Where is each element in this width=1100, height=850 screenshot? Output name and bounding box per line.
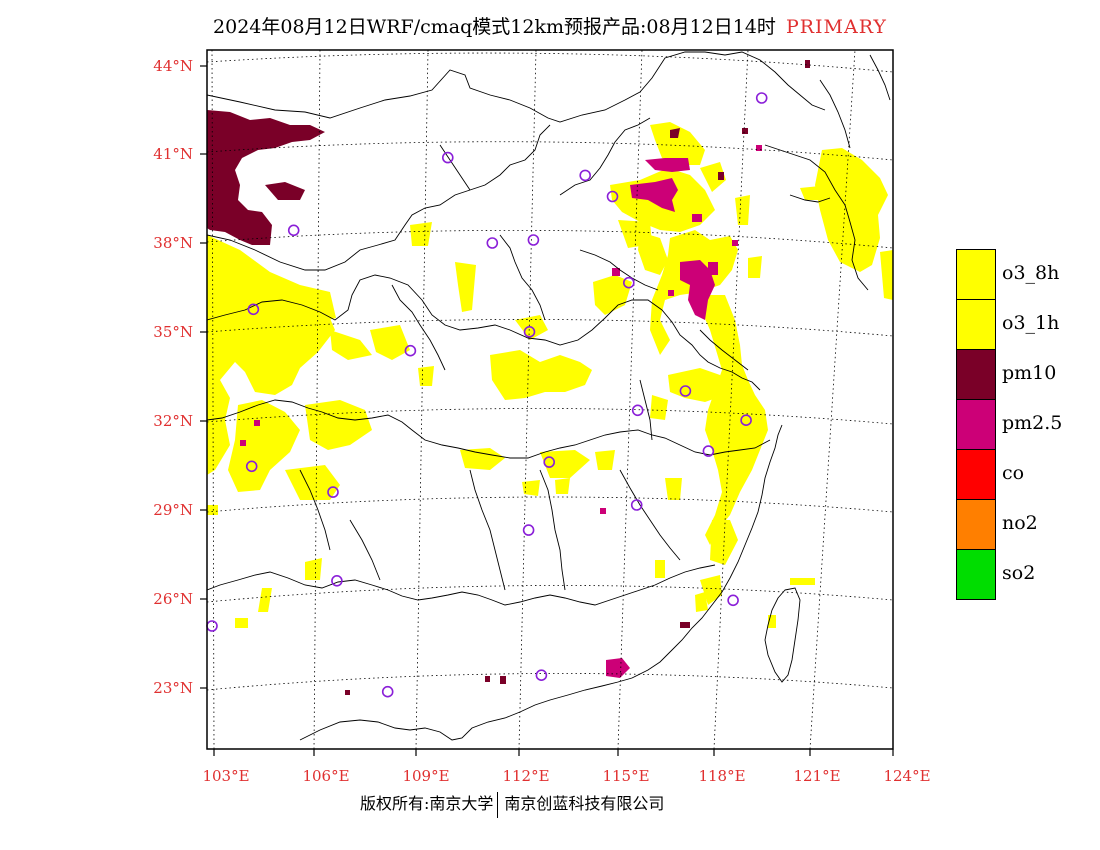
legend-swatch: [956, 249, 996, 300]
lat-label: 44°N: [153, 57, 193, 75]
station-marker: [702, 445, 715, 457]
station-marker: [486, 237, 499, 249]
station-marker: [287, 224, 300, 237]
legend-label: pm10: [1002, 362, 1057, 384]
lon-label: 103°E: [202, 767, 249, 785]
lat-labels: 44°N 41°N 38°N 35°N 32°N 29°N 26°N 23°N: [153, 57, 193, 697]
station-marker: [523, 325, 536, 338]
lon-ticks: [213, 749, 894, 756]
station-marker: [622, 276, 635, 289]
legend-label: pm2.5: [1002, 412, 1063, 434]
legend-swatch: [956, 399, 996, 450]
station-marker: [631, 404, 644, 417]
station-marker: [543, 456, 556, 468]
pm10-area: [207, 60, 810, 695]
legend-item-co: co: [956, 449, 1096, 500]
station-marker: [327, 486, 339, 498]
lat-ticks: [200, 65, 207, 689]
station-marker: [331, 574, 343, 587]
lat-label: 38°N: [153, 234, 193, 252]
copyright: 版权所有:南京大学 南京创蓝科技有限公司: [360, 790, 664, 818]
o3-area: [207, 122, 893, 628]
legend-item-pm25: pm2.5: [956, 399, 1096, 450]
station-marker: [381, 685, 394, 698]
graticule: [207, 50, 893, 749]
pollution-layer: [207, 60, 893, 695]
legend-swatch: [956, 549, 996, 600]
lat-label: 41°N: [153, 145, 193, 163]
map-title: 2024年08月12日WRF/cmaq模式12km预报产品:08月12日14时 P…: [0, 12, 1100, 39]
lat-label: 26°N: [153, 590, 193, 608]
station-marker: [630, 499, 643, 511]
legend-item-so2: so2: [956, 549, 1096, 600]
boundary-lines: [207, 51, 891, 741]
legend-label: no2: [1002, 512, 1038, 534]
legend-item-o3-1h: o3_1h: [956, 299, 1096, 350]
station-marker: [579, 169, 592, 182]
copyright-right: 南京创蓝科技有限公司: [504, 794, 665, 813]
legend-label: o3_1h: [1002, 312, 1060, 334]
station-marker: [679, 385, 692, 397]
title-tag: PRIMARY: [785, 16, 887, 38]
station-marker: [527, 234, 540, 246]
station-marker: [606, 190, 619, 203]
copyright-divider: [497, 791, 499, 818]
station-marker: [206, 620, 218, 632]
legend-item-pm10: pm10: [956, 349, 1096, 400]
legend-item-no2: no2: [956, 499, 1096, 550]
station-marker: [535, 669, 548, 682]
title-main: 2024年08月12日WRF/cmaq模式12km预报产品:08月12日14时: [213, 16, 776, 38]
lon-label: 115°E: [602, 767, 649, 785]
station-marker: [404, 344, 417, 357]
lon-label: 109°E: [402, 767, 449, 785]
legend-swatch: [956, 449, 996, 500]
legend-label: so2: [1002, 562, 1036, 584]
station-markers: [206, 92, 768, 698]
legend-swatch: [956, 349, 996, 400]
lat-label: 32°N: [153, 412, 193, 430]
station-marker: [245, 460, 258, 473]
station-marker: [247, 303, 260, 316]
legend-label: o3_8h: [1002, 262, 1060, 284]
station-marker: [755, 92, 768, 104]
copyright-left: 版权所有:南京大学: [360, 794, 494, 813]
lat-label: 23°N: [153, 679, 193, 697]
station-marker: [441, 151, 454, 164]
lon-label: 124°E: [883, 767, 930, 785]
legend: o3_8h o3_1h pm10 pm2.5 co no2 so2: [956, 249, 1096, 600]
lon-label: 118°E: [698, 767, 745, 785]
legend-label: co: [1002, 462, 1025, 484]
station-marker: [727, 594, 739, 607]
lon-label: 121°E: [793, 767, 840, 785]
station-marker: [522, 524, 535, 536]
lat-label: 29°N: [153, 501, 193, 519]
station-marker: [740, 414, 752, 427]
legend-swatch: [956, 299, 996, 350]
lat-label: 35°N: [153, 323, 193, 341]
lon-labels: 103°E 106°E 109°E 112°E 115°E 118°E 121°…: [202, 767, 930, 785]
map-frame: [206, 49, 894, 750]
pm25-area: [240, 145, 762, 678]
legend-swatch: [956, 499, 996, 550]
legend-item-o3-8h: o3_8h: [956, 249, 1096, 300]
lon-label: 106°E: [302, 767, 349, 785]
lon-label: 112°E: [502, 767, 549, 785]
